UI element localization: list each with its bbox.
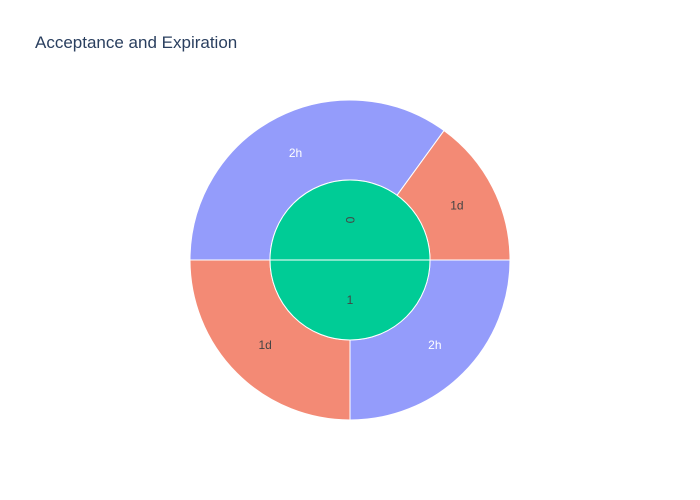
sunburst-label-1: 1 <box>347 293 354 307</box>
sunburst-slice-0[interactable] <box>269 179 431 261</box>
sunburst-label-1-1d: 1d <box>258 338 271 352</box>
sunburst-label-0: 0 <box>343 217 357 224</box>
chart-title: Acceptance and Expiration <box>35 33 238 52</box>
sunburst-label-1-2h: 2h <box>428 338 441 352</box>
sunburst-slice-1[interactable] <box>269 259 431 341</box>
sunburst-label-0-2h: 2h <box>289 146 302 160</box>
sunburst-label-0-1d: 1d <box>450 199 463 213</box>
